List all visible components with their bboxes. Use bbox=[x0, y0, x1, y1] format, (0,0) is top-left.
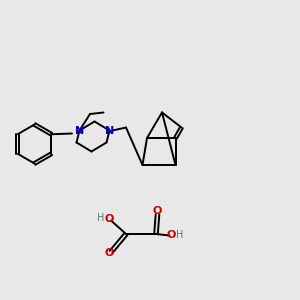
Text: O: O bbox=[153, 206, 162, 217]
Text: H: H bbox=[176, 230, 184, 241]
Text: N: N bbox=[75, 125, 84, 136]
Text: O: O bbox=[105, 214, 114, 224]
Text: O: O bbox=[166, 230, 176, 241]
Text: O: O bbox=[105, 248, 114, 259]
Text: H: H bbox=[97, 213, 104, 224]
Text: N: N bbox=[105, 125, 114, 136]
